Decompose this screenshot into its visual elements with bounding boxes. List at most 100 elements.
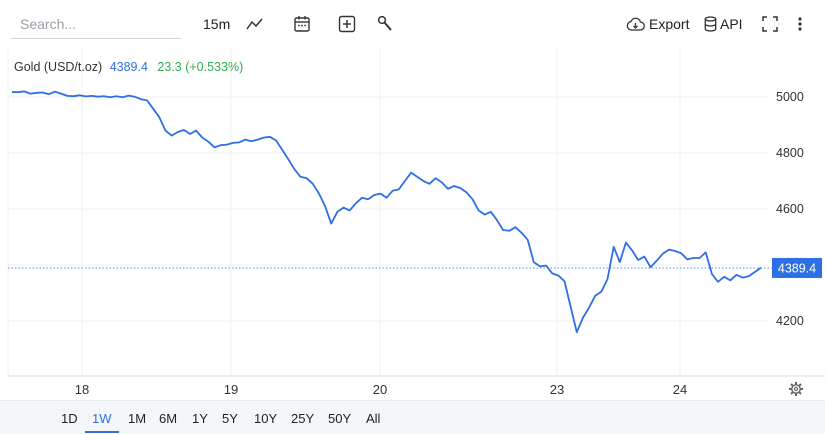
last-price-tag xyxy=(772,257,822,278)
chart-type-button[interactable] xyxy=(246,12,264,36)
data-point xyxy=(159,117,160,118)
data-point xyxy=(478,210,479,211)
line-chart-icon xyxy=(246,17,264,31)
price-line-series xyxy=(11,90,762,334)
data-point xyxy=(625,242,626,243)
chart-toolbar: 15m Export API xyxy=(0,0,825,48)
price-change: 23.3 (+0.533%) xyxy=(157,60,244,74)
data-point xyxy=(668,249,669,250)
range-1w[interactable]: 1W xyxy=(92,411,112,426)
x-tick-label: 19 xyxy=(224,382,238,397)
chart-settings-button[interactable] xyxy=(789,382,803,396)
range-1d[interactable]: 1D xyxy=(61,411,78,426)
data-point xyxy=(754,271,755,272)
y-tick-label: 4800 xyxy=(776,146,804,160)
data-point xyxy=(490,211,491,212)
data-point xyxy=(423,180,424,181)
data-point xyxy=(128,95,129,96)
settings-tools-button[interactable] xyxy=(377,12,393,36)
data-point xyxy=(736,274,737,275)
interval-selector[interactable]: 15m xyxy=(203,12,230,36)
x-axis: 18 19 20 23 24 xyxy=(8,375,825,397)
export-button[interactable]: Export xyxy=(626,12,689,36)
data-point xyxy=(226,144,227,145)
data-point xyxy=(539,266,540,267)
data-point xyxy=(97,96,98,97)
data-point xyxy=(711,273,712,274)
data-point xyxy=(484,214,485,215)
range-10y[interactable]: 10Y xyxy=(254,411,278,426)
data-point xyxy=(11,91,12,92)
data-point xyxy=(177,131,178,132)
data-point xyxy=(85,96,86,97)
data-point xyxy=(171,135,172,136)
data-point xyxy=(441,182,442,183)
data-point xyxy=(447,188,448,189)
data-point xyxy=(601,291,602,292)
data-point xyxy=(515,227,516,228)
range-6m[interactable]: 6M xyxy=(159,411,178,426)
y-axis: 42004400460048005000 xyxy=(776,90,804,328)
data-point xyxy=(509,230,510,231)
plus-box-icon xyxy=(338,15,356,33)
range-1y[interactable]: 1Y xyxy=(192,411,208,426)
data-point xyxy=(165,130,166,131)
data-point xyxy=(681,253,682,254)
data-point xyxy=(263,137,264,138)
data-point xyxy=(748,276,749,277)
data-point xyxy=(239,142,240,143)
data-point xyxy=(134,96,135,97)
data-point xyxy=(318,193,319,194)
data-point xyxy=(656,260,657,261)
data-point xyxy=(337,211,338,212)
last-price-marker: 4389.4 xyxy=(8,257,822,278)
data-point xyxy=(411,172,412,173)
data-point xyxy=(472,199,473,200)
data-point xyxy=(312,183,313,184)
data-point xyxy=(607,278,608,279)
data-point xyxy=(613,246,614,247)
data-point xyxy=(638,259,639,260)
x-tick-label: 24 xyxy=(673,382,687,397)
range-all[interactable]: All xyxy=(366,411,381,426)
y-tick-label: 4200 xyxy=(776,314,804,328)
data-point xyxy=(398,189,399,190)
data-point xyxy=(73,96,74,97)
data-point xyxy=(527,239,528,240)
data-point xyxy=(331,223,332,224)
data-point xyxy=(140,99,141,100)
data-point xyxy=(717,281,718,282)
y-tick-label: 4600 xyxy=(776,202,804,216)
data-point xyxy=(619,262,620,263)
add-indicator-button[interactable] xyxy=(338,12,356,36)
range-5y[interactable]: 5Y xyxy=(222,411,238,426)
data-point xyxy=(79,95,80,96)
range-25y[interactable]: 25Y xyxy=(291,411,315,426)
data-point xyxy=(595,295,596,296)
cloud-download-icon xyxy=(626,17,645,32)
search-input[interactable] xyxy=(11,12,190,36)
date-range-button[interactable] xyxy=(293,12,311,36)
interval-label: 15m xyxy=(203,16,231,32)
range-50y[interactable]: 50Y xyxy=(328,411,352,426)
data-point xyxy=(374,194,375,195)
data-point xyxy=(552,273,553,274)
data-point xyxy=(705,252,706,253)
data-point xyxy=(546,265,547,266)
data-point xyxy=(589,307,590,308)
data-point xyxy=(730,280,731,281)
more-options-button[interactable] xyxy=(797,12,803,36)
data-point xyxy=(91,95,92,96)
data-point xyxy=(294,169,295,170)
range-1m[interactable]: 1M xyxy=(128,411,147,426)
api-button[interactable]: API xyxy=(704,12,743,36)
instrument-name: Gold (USD/t.oz) xyxy=(14,60,103,74)
data-point xyxy=(466,192,467,193)
range-selector-bar: 1D 1W 1M 6M 1Y 5Y 10Y 25Y 50Y All xyxy=(0,400,825,434)
x-tick-label: 18 xyxy=(75,382,89,397)
data-point xyxy=(257,139,258,140)
data-point xyxy=(742,277,743,278)
data-point xyxy=(576,332,577,333)
fullscreen-button[interactable] xyxy=(762,12,778,36)
